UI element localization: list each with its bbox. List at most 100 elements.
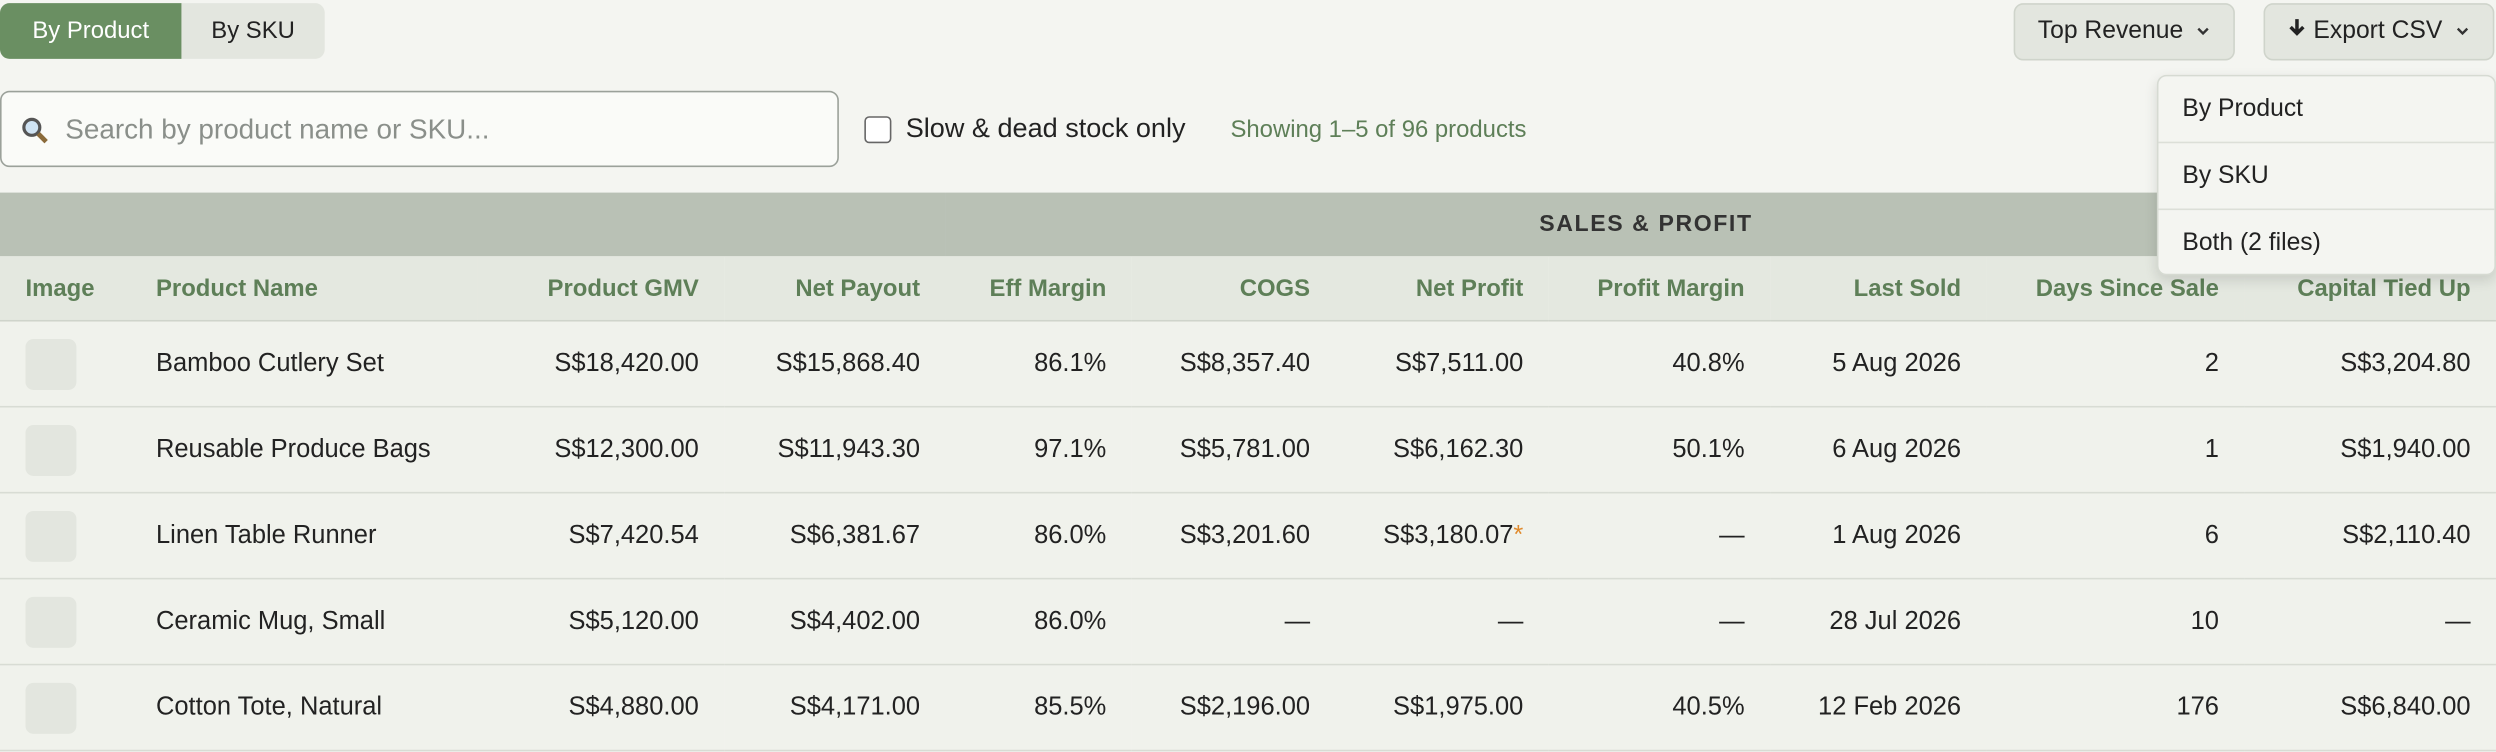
chevron (2456, 27, 2468, 36)
table-cell: S$1,975.00 (1335, 664, 1549, 752)
table-cell: — (1548, 492, 1771, 580)
product-row[interactable]: Reusable Produce Bags S$12,300.00 S$11,943… (0, 406, 2496, 494)
search-box[interactable]: Search by product name or SKU... (0, 90, 839, 168)
image-cell (0, 578, 131, 666)
column-header[interactable]: Product Name (130, 256, 478, 322)
table-cell: S$4,880.00 (477, 664, 725, 752)
column-header[interactable]: COGS (1131, 256, 1336, 322)
product-thumbnail (25, 682, 77, 734)
group-header-row: SALES & PROFIT (0, 192, 2496, 257)
group-spacer (0, 192, 946, 257)
column-header[interactable]: Days Since Sale (1986, 256, 2245, 322)
product-table: SALES & PROFIT Image Product Name Product … (0, 192, 2496, 752)
product-row[interactable]: Bamboo Cutlery Set S$18,420.00 S$15,868.40… (0, 320, 2496, 408)
table-cell: S$4,171.00 (724, 664, 946, 752)
sort-label: Top Revenue (2037, 17, 2184, 45)
image-cell (0, 406, 131, 494)
table-cell: 86.0% (945, 578, 1132, 666)
table-cell: — (1335, 578, 1549, 666)
tab-by-product[interactable]: By Product (0, 3, 182, 59)
column-header[interactable]: Eff Margin (945, 256, 1132, 322)
table-cell: S$5,781.00 (1131, 406, 1336, 494)
cell-text: S$3,180.07 (1383, 521, 1514, 549)
table-cell: 1 Aug 2026 (1770, 492, 1987, 580)
table-cell: S$3,201.60 (1131, 492, 1336, 580)
sort-button[interactable]: Top Revenue (2013, 3, 2235, 61)
image-cell (0, 320, 131, 408)
table-cell: 40.5% (1548, 664, 1771, 752)
table-cell: S$11,943.30 (724, 406, 946, 494)
export-button[interactable]: Export CSV (2263, 3, 2495, 61)
table-cell: 6 Aug 2026 (1770, 406, 1987, 494)
table-cell: 6 (1986, 492, 2245, 580)
table-cell: 28 Jul 2026 (1770, 578, 1987, 666)
tab-by-sku[interactable]: By SKU (181, 3, 325, 59)
table-cell: 2 (1986, 320, 2245, 408)
column-header[interactable]: Net Payout (724, 256, 946, 322)
table-cell: — (1548, 578, 1771, 666)
table-cell: Linen Table Runner (130, 492, 478, 580)
table-cell: S$8,357.40 (1131, 320, 1336, 408)
table-cell: 50.1% (1548, 406, 1771, 494)
table-cell: S$15,868.40 (724, 320, 946, 408)
table-cell: Cotton Tote, Natural (130, 664, 478, 752)
product-row[interactable]: Ceramic Mug, Small S$5,120.00 S$4,402.00 86… (0, 578, 2496, 666)
menu-item[interactable]: By SKU (2158, 143, 2495, 211)
product-thumbnail (25, 338, 77, 390)
table-cell: — (1131, 578, 1336, 666)
product-row[interactable]: Linen Table Runner S$7,420.54 S$6,381.67 86… (0, 492, 2496, 580)
table-cell: S$5,120.00 (477, 578, 725, 666)
table-cell: S$2,110.40 (2244, 492, 2496, 580)
table-cell: — (2244, 578, 2496, 666)
product-row[interactable]: Cotton Tote, Natural S$4,880.00 S$4,171.00… (0, 664, 2496, 752)
filter-label[interactable]: Slow & dead stock only (905, 113, 1186, 144)
table-cell: 1 (1986, 406, 2245, 494)
search-icon (22, 117, 48, 144)
menu-item[interactable]: Both (2 files) (2182, 229, 2321, 257)
table-cell: S$6,381.67 (724, 492, 946, 580)
column-header[interactable]: Last Sold (1770, 256, 1987, 322)
table-cell: S$7,511.00 (1335, 320, 1549, 408)
product-thumbnail (25, 424, 77, 476)
table-cell: S$7,420.54 (477, 492, 725, 580)
table-cell: 10 (1986, 578, 2245, 666)
table-cell: S$4,402.00 (724, 578, 946, 666)
header-row: Image Product Name Product GMV Net Payout Ef… (0, 256, 2496, 322)
menu-item[interactable]: By Product (2158, 76, 2495, 144)
table-cell: 12 Feb 2026 (1770, 664, 1987, 752)
column-header[interactable]: Image (0, 256, 131, 322)
table-cell: 40.8% (1548, 320, 1771, 408)
table-cell: 86.0% (945, 492, 1132, 580)
column-header[interactable]: Profit Margin (1548, 256, 1771, 322)
product-thumbnail (25, 596, 77, 648)
export-menu: By Product By SKU Both (2 files) (2156, 74, 2496, 276)
chevron (2197, 27, 2209, 36)
table-cell: 97.1% (945, 406, 1132, 494)
table-cell: Ceramic Mug, Small (130, 578, 478, 666)
column-header[interactable]: Product GMV (477, 256, 725, 322)
download-icon (2289, 19, 2306, 36)
table-cell: 85.5% (945, 664, 1132, 752)
cell-flag: * (1513, 521, 1524, 549)
table-cell: S$3,180.07* (1335, 492, 1549, 580)
table-cell: 86.1% (945, 320, 1132, 408)
table-cell: S$6,840.00 (2244, 664, 2496, 752)
table-cell: 5 Aug 2026 (1770, 320, 1987, 408)
export-label: Export CSV (2313, 17, 2443, 45)
table-cell: Reusable Produce Bags (130, 406, 478, 494)
image-cell (0, 492, 131, 580)
table-cell: S$3,204.80 (2244, 320, 2496, 408)
table-cell: S$6,162.30 (1335, 406, 1549, 494)
table-cell: S$18,420.00 (477, 320, 725, 408)
result-status: Showing 1–5 of 96 products (1230, 116, 1527, 144)
search-placeholder: Search by product name or SKU... (65, 113, 490, 145)
checkbox[interactable] (864, 116, 892, 144)
table-cell: 176 (1986, 664, 2245, 752)
product-thumbnail (25, 510, 77, 562)
table-cell: S$12,300.00 (477, 406, 725, 494)
column-header[interactable]: Net Profit (1335, 256, 1549, 322)
table-cell: Bamboo Cutlery Set (130, 320, 478, 408)
image-cell (0, 664, 131, 752)
